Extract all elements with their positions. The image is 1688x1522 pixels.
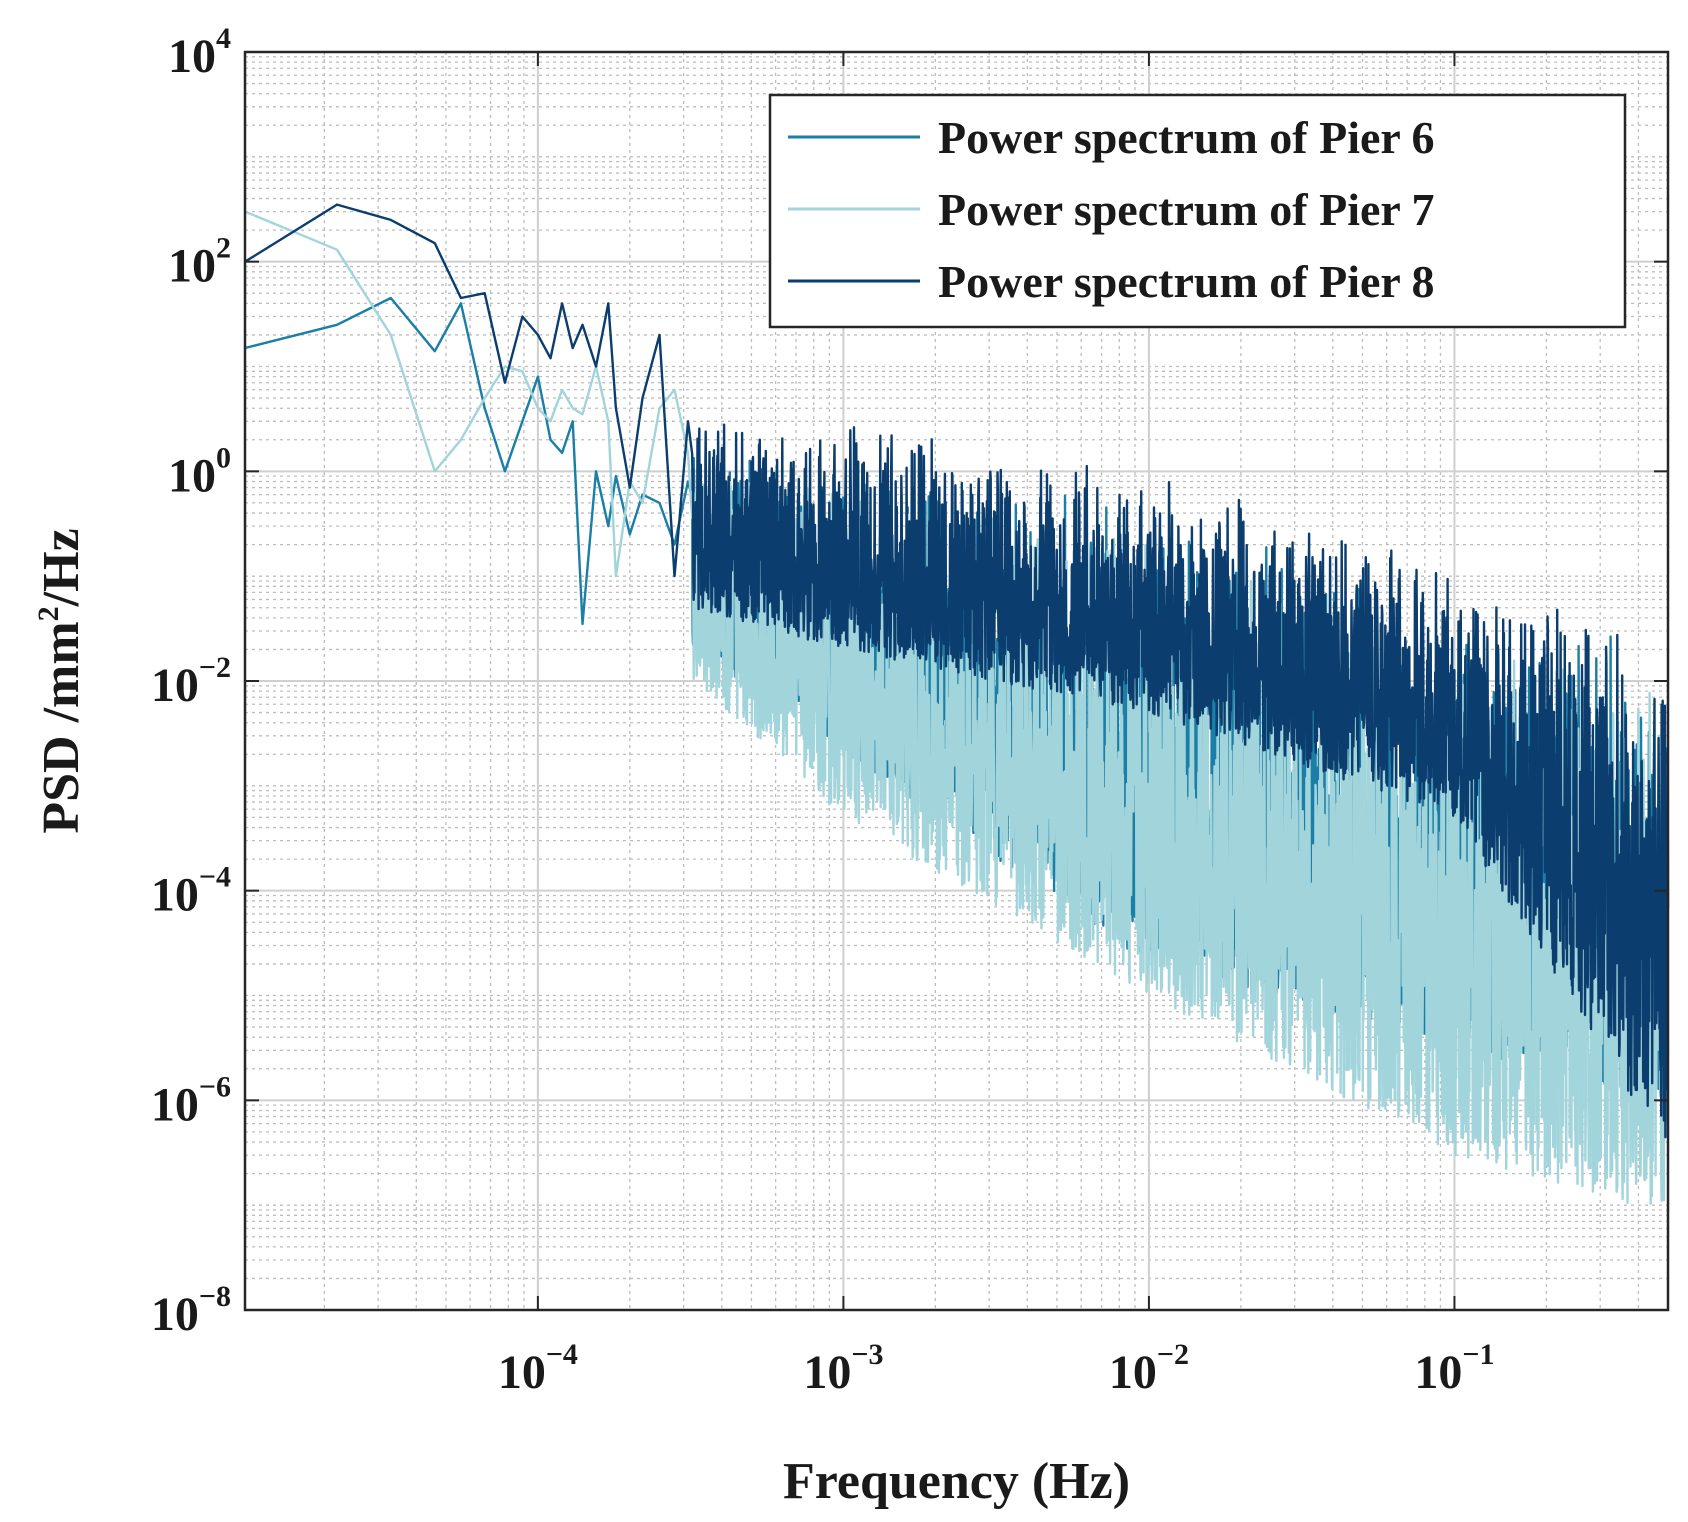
axis-ticks: 10−4 10−3 10−2 10−110−810−610−410−210010210…	[151, 22, 1668, 1399]
series-layer	[244, 203, 1670, 1205]
y-tick-label-base: 10	[151, 1078, 199, 1131]
y-axis-title: PSD /mm2/Hz	[32, 528, 90, 833]
y-tick-label: 10−4	[151, 861, 231, 922]
legend: Power spectrum of Pier 6 Power spectrum …	[768, 93, 1627, 329]
x-tick-label: 10−3	[803, 1338, 883, 1399]
y-tick-label-exponent: −2	[199, 651, 231, 684]
x-tick-label-exponent: −2	[1157, 1338, 1189, 1371]
y-tick-label-base: 10	[168, 30, 216, 83]
y-tick-label: 102	[168, 232, 231, 293]
x-tick-label: 10−2	[1109, 1338, 1189, 1399]
legend-box	[768, 93, 1627, 329]
y-axis-title-main: PSD /mm	[33, 621, 90, 833]
y-axis-title-unit: /Hz	[33, 528, 90, 607]
x-tick-label-exponent: −1	[1462, 1338, 1494, 1371]
y-tick-label: 100	[168, 441, 231, 502]
series-line-8	[244, 203, 1670, 1139]
y-tick-label: 104	[168, 22, 231, 83]
legend-label-pier-7: Power spectrum of Pier 7	[938, 184, 1434, 235]
y-tick-label-base: 10	[168, 449, 216, 502]
y-tick-label-exponent: 4	[216, 22, 231, 55]
y-axis-title-superscript: 2	[32, 606, 65, 621]
series-line-7	[244, 210, 1670, 1205]
x-tick-label-base: 10	[498, 1346, 546, 1399]
x-tick-label-exponent: −3	[851, 1338, 883, 1371]
x-tick-label: 10−4	[498, 1338, 578, 1399]
x-tick-label-base: 10	[803, 1346, 851, 1399]
x-tick-label-base: 10	[1414, 1346, 1462, 1399]
x-tick-label-base: 10	[1109, 1346, 1157, 1399]
y-tick-label-base: 10	[151, 1288, 199, 1341]
y-tick-label-base: 10	[151, 659, 199, 712]
y-tick-label: 10−2	[151, 651, 231, 712]
y-tick-label-base: 10	[151, 869, 199, 922]
y-tick-label-exponent: 0	[216, 441, 231, 474]
x-axis-title: Frequency (Hz)	[783, 1453, 1130, 1510]
y-tick-label-exponent: 2	[216, 232, 231, 265]
x-tick-label: 10−1	[1414, 1338, 1494, 1399]
y-tick-label: 10−8	[151, 1280, 231, 1341]
y-tick-label: 10−6	[151, 1070, 231, 1131]
legend-label-pier-6: Power spectrum of Pier 6	[938, 112, 1434, 163]
y-tick-label-exponent: −4	[199, 861, 231, 894]
y-tick-label-base: 10	[168, 240, 216, 293]
x-tick-label-exponent: −4	[546, 1338, 578, 1371]
y-tick-label-exponent: −8	[199, 1280, 231, 1313]
y-tick-label-exponent: −6	[199, 1070, 231, 1103]
legend-label-pier-8: Power spectrum of Pier 8	[938, 256, 1434, 307]
